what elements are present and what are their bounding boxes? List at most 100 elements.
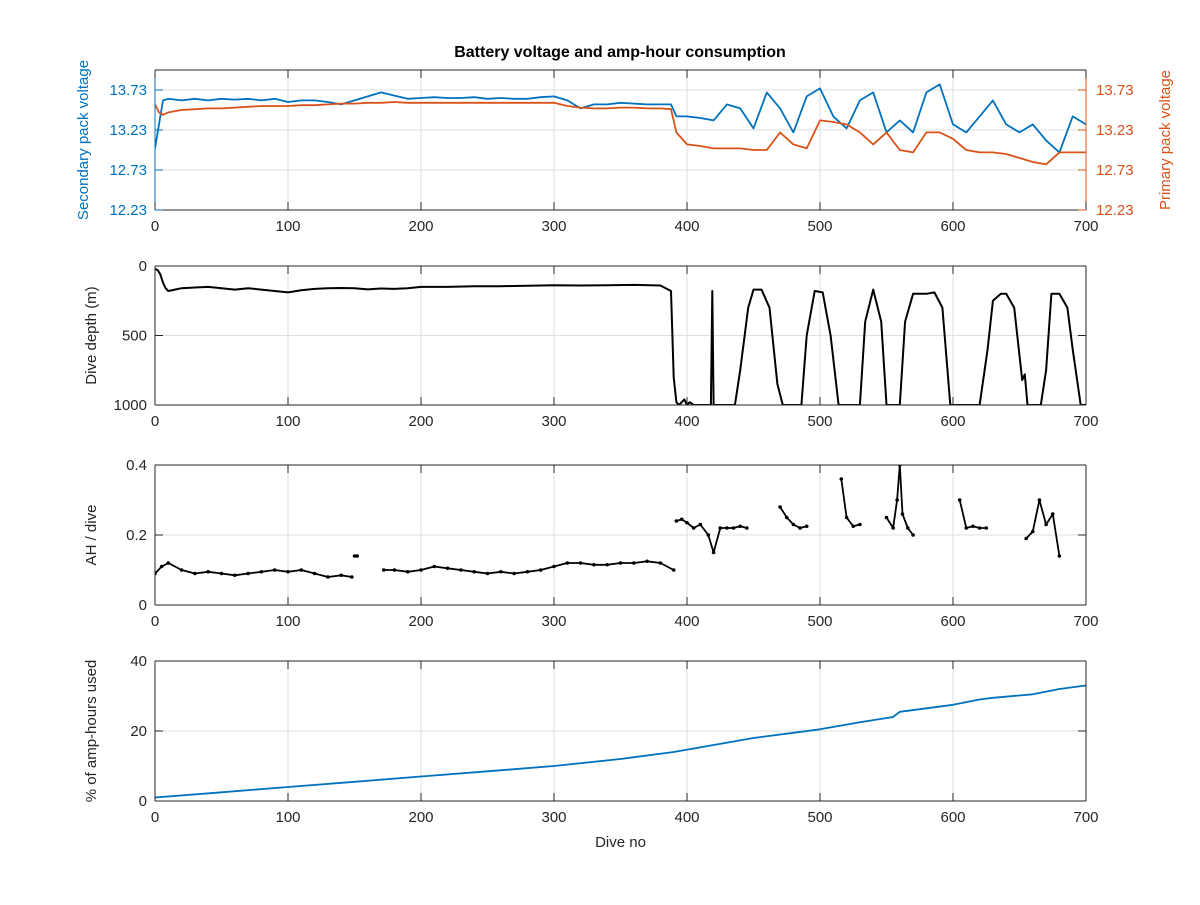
ah-per-dive-point <box>738 524 742 528</box>
y-axis-label: Dive depth (m) <box>83 286 100 384</box>
x-tick-label: 300 <box>541 809 566 826</box>
x-tick-label: 400 <box>674 613 699 630</box>
ah-per-dive-point <box>718 526 722 530</box>
ah-per-dive-point <box>355 554 359 558</box>
ah-per-dive-point <box>685 521 689 525</box>
ah-per-dive-point <box>446 566 450 570</box>
ah-per-dive-point <box>692 526 696 530</box>
ah-per-dive-point <box>699 523 703 527</box>
ah-per-dive-point <box>895 498 899 502</box>
ah-per-dive-point <box>300 568 304 572</box>
x-tick-label: 400 <box>674 413 699 430</box>
x-tick-label: 200 <box>408 218 433 235</box>
x-tick-label: 500 <box>807 413 832 430</box>
ah-per-dive-point <box>891 526 895 530</box>
ah-per-dive-point <box>552 565 556 569</box>
ah-per-dive-point <box>273 568 277 572</box>
ah-per-dive-point <box>725 526 729 530</box>
x-tick-label: 0 <box>151 613 159 630</box>
ah-per-dive-point <box>566 561 570 565</box>
y-tick-label: 12.23 <box>109 202 147 219</box>
y-right-tick-label: 12.73 <box>1096 162 1134 179</box>
ah-per-dive-point <box>619 561 623 565</box>
ah-per-dive-point <box>745 526 749 530</box>
x-tick-label: 600 <box>940 413 965 430</box>
ah-per-dive-point <box>659 561 663 565</box>
x-tick-label: 300 <box>541 613 566 630</box>
x-tick-label: 400 <box>674 809 699 826</box>
ah-per-dive-point <box>393 568 397 572</box>
x-tick-label: 500 <box>807 613 832 630</box>
ah-per-dive-point <box>499 570 503 574</box>
ah-per-dive-point <box>350 575 354 579</box>
ah-per-dive-point <box>680 517 684 521</box>
y-axis-label-right: Primary pack voltage <box>1157 70 1174 210</box>
y-tick-label: 40 <box>130 653 147 670</box>
x-tick-label: 300 <box>541 218 566 235</box>
y-tick-label: 500 <box>122 328 147 345</box>
ah-per-dive-point <box>971 524 975 528</box>
x-tick-label: 100 <box>275 218 300 235</box>
ah-per-dive-point <box>858 523 862 527</box>
ah-per-dive-point <box>382 568 386 572</box>
ah-per-dive-point <box>675 519 679 523</box>
x-axis-label: Dive no <box>595 834 646 851</box>
ah-per-dive-point <box>1058 554 1062 558</box>
y-tick-label: 20 <box>130 723 147 740</box>
x-tick-label: 0 <box>151 218 159 235</box>
x-tick-label: 0 <box>151 413 159 430</box>
ah-per-dive-point <box>180 568 184 572</box>
ah-per-dive-point <box>1024 537 1028 541</box>
y-tick-label: 0 <box>139 793 147 810</box>
y-right-tick-label: 12.23 <box>1096 202 1134 219</box>
ah-per-dive-point <box>965 526 969 530</box>
y-tick-label: 0 <box>139 258 147 275</box>
ah-per-dive-point <box>978 526 982 530</box>
x-tick-label: 100 <box>275 809 300 826</box>
ah-per-dive-point <box>851 524 855 528</box>
ah-per-dive-point <box>579 561 583 565</box>
ah-per-dive-point <box>512 572 516 576</box>
x-tick-label: 700 <box>1073 218 1098 235</box>
x-tick-label: 100 <box>275 613 300 630</box>
x-tick-label: 200 <box>408 613 433 630</box>
ah-per-dive-point <box>406 570 410 574</box>
x-tick-label: 600 <box>940 218 965 235</box>
ah-per-dive-point <box>233 573 237 577</box>
ah-per-dive-point <box>167 561 171 565</box>
x-tick-label: 100 <box>275 413 300 430</box>
y-tick-label: 13.23 <box>109 122 147 139</box>
ah-per-dive-point <box>220 572 224 576</box>
ah-per-dive-point <box>839 477 843 481</box>
ah-per-dive-point <box>160 565 164 569</box>
y-tick-label: 0.2 <box>126 527 147 544</box>
ah-per-dive-point <box>459 568 463 572</box>
x-tick-label: 200 <box>408 809 433 826</box>
chart-title: Battery voltage and amp-hour consumption <box>454 44 786 61</box>
ah-per-dive-point <box>706 533 710 537</box>
x-tick-label: 700 <box>1073 809 1098 826</box>
ah-per-dive-point <box>605 563 609 567</box>
ah-per-dive-point <box>732 526 736 530</box>
ah-per-dive-point <box>805 524 809 528</box>
x-tick-label: 500 <box>807 218 832 235</box>
ah-per-dive-point <box>1038 498 1042 502</box>
x-tick-label: 600 <box>940 613 965 630</box>
y-axis-label: Secondary pack voltage <box>75 60 92 220</box>
ah-per-dive-point <box>645 559 649 563</box>
y-tick-label: 1000 <box>114 397 147 414</box>
ah-per-dive-point <box>193 572 197 576</box>
x-tick-label: 200 <box>408 413 433 430</box>
y-axis-label: AH / dive <box>83 505 100 566</box>
ah-per-dive-point <box>901 512 905 516</box>
y-tick-label: 0.4 <box>126 457 147 474</box>
ah-per-dive-point <box>246 572 250 576</box>
ah-per-dive-point <box>785 516 789 520</box>
ah-per-dive-point <box>260 570 264 574</box>
ah-per-dive-point <box>339 573 343 577</box>
ah-per-dive-point <box>792 523 796 527</box>
ah-per-dive-point <box>1051 512 1055 516</box>
y-tick-label: 13.73 <box>109 82 147 99</box>
